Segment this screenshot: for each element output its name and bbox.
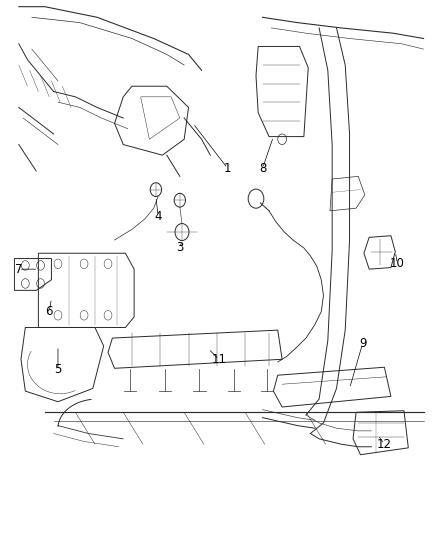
Text: 8: 8 [259,162,266,175]
Text: 5: 5 [54,364,62,376]
Text: 10: 10 [390,257,405,270]
Text: 6: 6 [46,305,53,318]
Text: 7: 7 [15,263,22,276]
Text: 9: 9 [359,337,366,350]
Text: 1: 1 [224,162,231,175]
Text: 12: 12 [377,438,392,450]
Text: 4: 4 [154,209,162,223]
Text: 11: 11 [212,353,226,366]
Text: 3: 3 [176,241,184,254]
